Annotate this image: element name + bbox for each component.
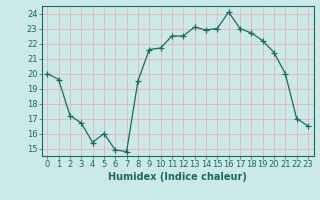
- X-axis label: Humidex (Indice chaleur): Humidex (Indice chaleur): [108, 172, 247, 182]
